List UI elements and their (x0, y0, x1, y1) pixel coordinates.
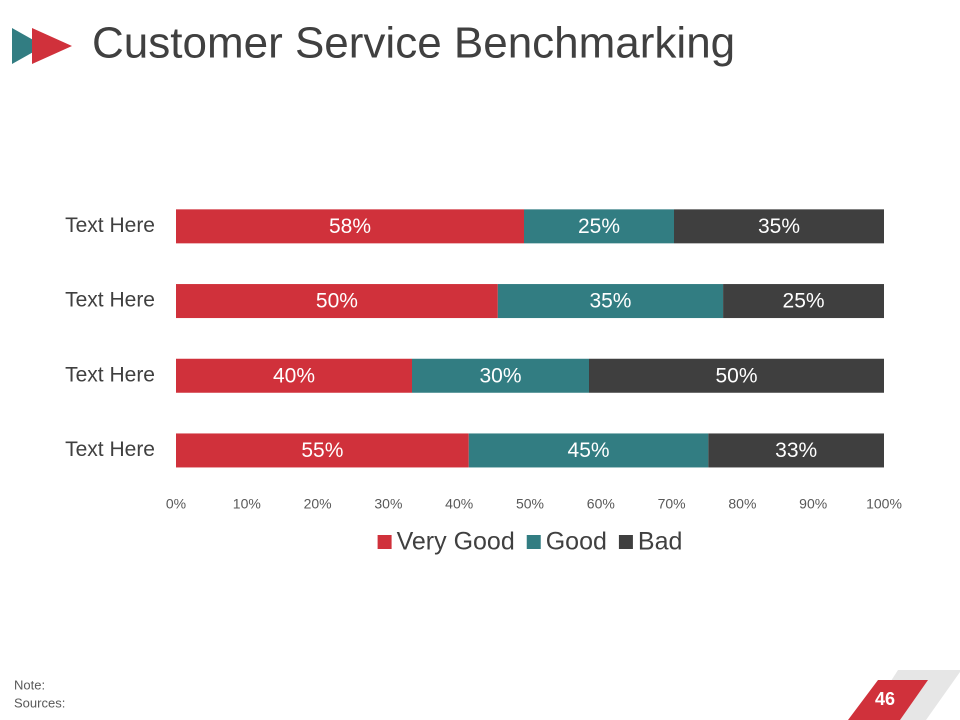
bar-segment (723, 284, 884, 319)
note: Note: (14, 677, 45, 692)
bar-segment (176, 284, 498, 319)
data-label: 35% (589, 290, 631, 313)
x-tick-label: 0% (166, 496, 186, 512)
x-tick-label: 40% (445, 496, 473, 512)
y-tick-label: Text Here (65, 289, 155, 312)
legend-label: Very Good (397, 528, 515, 556)
legend-swatch (618, 535, 633, 549)
bar-segment (176, 209, 524, 244)
data-label: 45% (568, 439, 610, 462)
bar-segment (497, 284, 724, 319)
data-label: 30% (479, 364, 521, 387)
x-tick-label: 30% (374, 496, 402, 512)
data-label: 35% (758, 215, 800, 238)
legend-swatch (526, 535, 541, 549)
page-number: 46 (875, 689, 895, 709)
chart-title: Customer Service Benchmarking (92, 19, 735, 68)
data-label: 55% (301, 439, 343, 462)
bar-segment (412, 358, 589, 393)
logo-arrow-teal (12, 28, 44, 64)
bar-segment (176, 433, 469, 468)
x-tick-label: 100% (866, 496, 902, 512)
bar-segment (468, 433, 709, 468)
x-tick-label: 90% (799, 496, 827, 512)
legend-swatch (377, 535, 392, 549)
bar-segment (589, 358, 884, 393)
bar-segment (674, 209, 884, 244)
x-tick-label: 10% (233, 496, 261, 512)
legend-label: Bad (638, 528, 682, 556)
logo-arrow-red (32, 28, 72, 64)
x-tick-label: 20% (304, 496, 332, 512)
bar-segment (708, 433, 884, 468)
data-label: 33% (775, 439, 817, 462)
data-label: 25% (783, 290, 825, 313)
bar-segment (524, 209, 674, 244)
data-label: 50% (316, 290, 358, 313)
page-badge (848, 680, 928, 720)
y-tick-label: Text Here (65, 363, 155, 386)
data-label: 40% (273, 364, 315, 387)
legend-label: Good (546, 528, 607, 556)
data-label: 50% (715, 364, 757, 387)
x-tick-label: 60% (587, 496, 615, 512)
data-label: 25% (578, 215, 620, 238)
x-tick-label: 70% (658, 496, 686, 512)
bar-segment (176, 358, 412, 393)
y-tick-label: Text Here (65, 214, 155, 237)
x-tick-label: 50% (516, 496, 544, 512)
data-label: 58% (329, 215, 371, 238)
sources: Sources: (14, 695, 65, 710)
y-tick-label: Text Here (65, 438, 155, 461)
x-tick-label: 80% (728, 496, 756, 512)
